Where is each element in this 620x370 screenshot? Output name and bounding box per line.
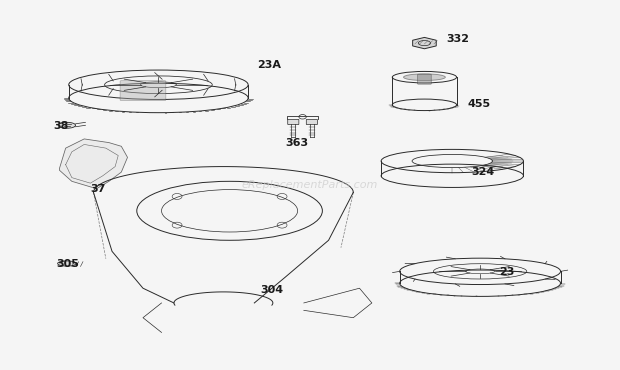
Text: 305: 305 (56, 259, 79, 269)
Text: eReplacementParts.com: eReplacementParts.com (242, 180, 378, 190)
Text: 23A: 23A (257, 60, 281, 70)
Ellipse shape (58, 122, 76, 128)
Text: 455: 455 (467, 99, 491, 109)
Polygon shape (413, 37, 436, 49)
Text: 304: 304 (260, 285, 283, 295)
Polygon shape (60, 139, 128, 189)
FancyBboxPatch shape (120, 81, 166, 101)
Ellipse shape (404, 74, 445, 81)
Text: 332: 332 (446, 34, 469, 44)
FancyBboxPatch shape (418, 74, 432, 84)
Text: 37: 37 (91, 184, 106, 194)
FancyBboxPatch shape (288, 120, 299, 125)
Text: 324: 324 (471, 167, 494, 177)
Text: 23: 23 (498, 267, 514, 277)
Text: 363: 363 (285, 138, 308, 148)
FancyBboxPatch shape (306, 120, 317, 125)
Text: 38: 38 (53, 121, 69, 131)
Ellipse shape (58, 261, 76, 266)
